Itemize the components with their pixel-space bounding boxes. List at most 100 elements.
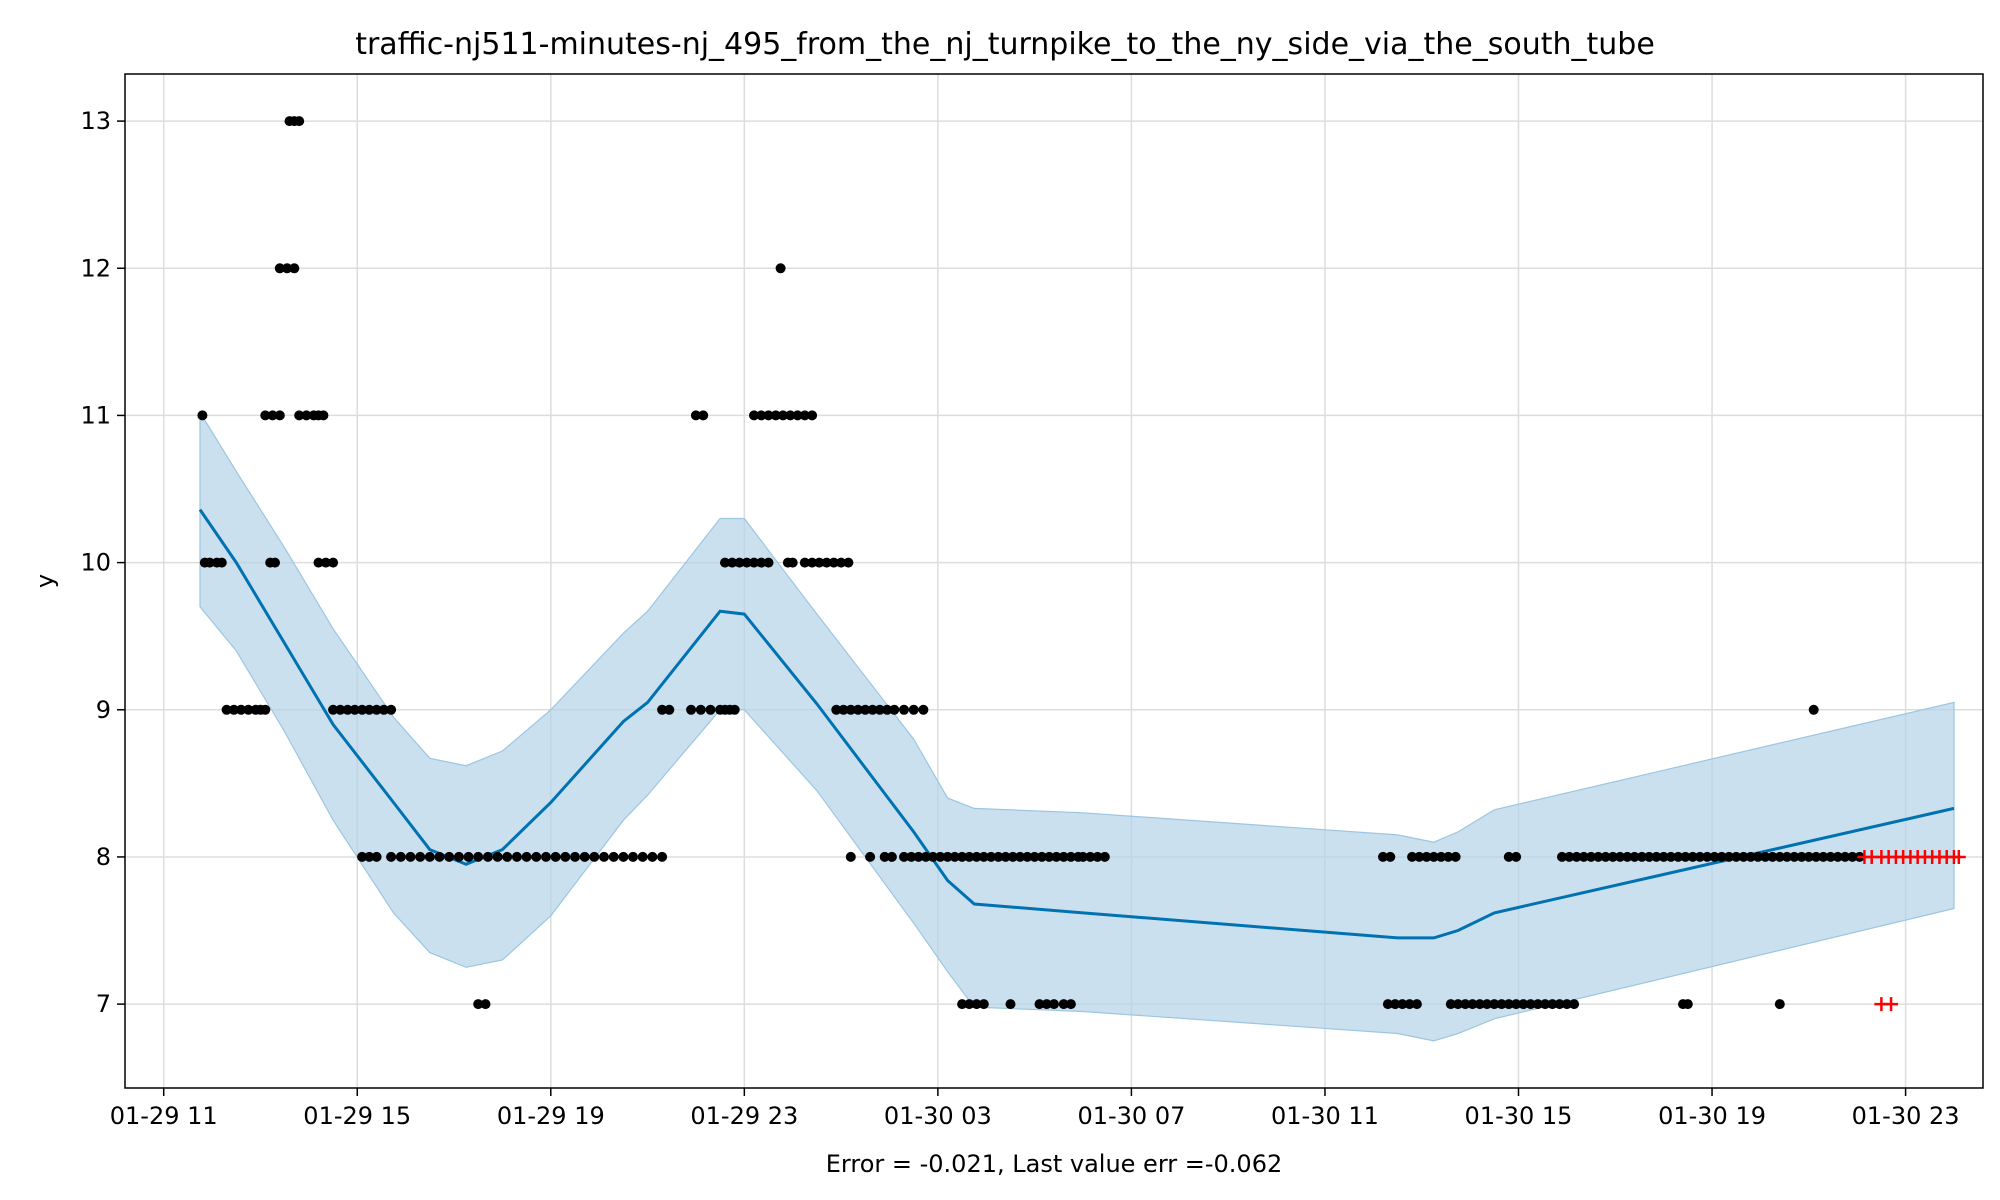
- observed-point: [1745, 851, 1756, 862]
- observed-point: [608, 851, 619, 862]
- observed-point: [1796, 851, 1807, 862]
- observed-point: [274, 263, 285, 274]
- observed-point: [395, 851, 406, 862]
- observed-point: [657, 851, 668, 862]
- observed-point: [294, 116, 305, 127]
- observed-point: [836, 557, 847, 568]
- observed-point: [511, 851, 522, 862]
- chart-title: traffic-nj511-minutes-nj_495_from_the_nj…: [355, 27, 1655, 62]
- observed-point: [1460, 999, 1471, 1010]
- observed-point: [1041, 999, 1052, 1010]
- observed-point: [664, 704, 675, 715]
- observed-point: [260, 704, 271, 715]
- observed-point: [1832, 851, 1843, 862]
- observed-point: [865, 851, 876, 862]
- observed-point: [698, 410, 709, 421]
- observed-point: [942, 851, 953, 862]
- observed-point: [720, 704, 730, 715]
- observed-point: [282, 263, 293, 274]
- x-tick-label: 01-29 23: [690, 1102, 798, 1130]
- observed-point: [799, 557, 810, 568]
- observed-point: [342, 704, 353, 715]
- observed-point: [270, 557, 280, 568]
- observed-point: [618, 851, 629, 862]
- observed-point: [1482, 999, 1492, 1010]
- observed-point: [799, 410, 810, 421]
- observed-point: [821, 557, 832, 568]
- observed-point: [1847, 851, 1858, 862]
- observed-point: [899, 704, 909, 715]
- observed-point: [1044, 851, 1055, 862]
- observed-point: [1651, 851, 1662, 862]
- observed-point: [260, 410, 271, 421]
- observed-point: [792, 410, 803, 421]
- observed-point: [1511, 851, 1522, 862]
- observed-point: [197, 410, 208, 421]
- observed-point: [1058, 851, 1069, 862]
- observed-point: [1593, 851, 1604, 862]
- observed-point: [1564, 851, 1575, 862]
- observed-point: [1099, 851, 1110, 862]
- observed-point: [463, 851, 474, 862]
- observed-point: [1407, 851, 1418, 862]
- observed-point: [770, 410, 781, 421]
- observed-point: [1644, 851, 1655, 862]
- observed-point: [1547, 999, 1558, 1010]
- x-tick-label: 01-30 03: [884, 1102, 992, 1130]
- observed-point: [908, 704, 919, 715]
- observed-point: [1029, 851, 1040, 862]
- uncertainty-band: [199, 410, 1955, 1042]
- observed-point: [1540, 999, 1551, 1010]
- observed-point: [949, 851, 960, 862]
- observed-point: [320, 557, 331, 568]
- observed-point: [1709, 851, 1720, 862]
- observed-point: [647, 851, 658, 862]
- observed-point: [1397, 999, 1408, 1010]
- observed-point: [357, 704, 368, 715]
- observed-point: [957, 999, 968, 1010]
- observed-point: [386, 704, 397, 715]
- observed-point: [843, 557, 854, 568]
- observed-point: [599, 851, 609, 862]
- observed-point: [920, 851, 931, 862]
- observed-point: [313, 557, 324, 568]
- observed-point: [1818, 851, 1829, 862]
- observed-point: [480, 999, 491, 1010]
- observed-point: [1738, 851, 1749, 862]
- observed-point: [734, 557, 745, 568]
- observed-point: [775, 263, 786, 274]
- observed-point: [1503, 851, 1514, 862]
- observed-point: [1000, 851, 1011, 862]
- observed-point: [913, 851, 924, 862]
- observed-point: [521, 851, 532, 862]
- observed-point: [482, 851, 493, 862]
- observed-point: [1716, 851, 1727, 862]
- observed-point: [993, 851, 1004, 862]
- observed-point: [756, 410, 767, 421]
- observed-point: [473, 851, 484, 862]
- x-tick-label: 01-30 23: [1852, 1102, 1960, 1130]
- holdout-point: [1951, 849, 1966, 864]
- observed-point: [867, 704, 878, 715]
- observed-point: [1578, 851, 1589, 862]
- observed-point: [371, 851, 382, 862]
- observed-point: [1385, 851, 1396, 862]
- observed-point: [1453, 999, 1463, 1010]
- observed-point: [1467, 999, 1478, 1010]
- y-tick-label: 12: [80, 254, 111, 282]
- observed-point: [705, 704, 716, 715]
- observed-point: [216, 557, 227, 568]
- observed-point: [531, 851, 542, 862]
- observed-point: [1007, 851, 1018, 862]
- observed-point: [720, 557, 730, 568]
- y-tick-label: 10: [80, 549, 111, 577]
- observed-point: [1561, 999, 1572, 1010]
- observed-point: [1404, 999, 1415, 1010]
- observed-point: [853, 704, 863, 715]
- observed-point: [1049, 999, 1059, 1010]
- observed-point: [1436, 851, 1447, 862]
- observed-point: [1065, 851, 1076, 862]
- y-tick-label: 11: [80, 401, 111, 429]
- observed-point: [236, 704, 247, 715]
